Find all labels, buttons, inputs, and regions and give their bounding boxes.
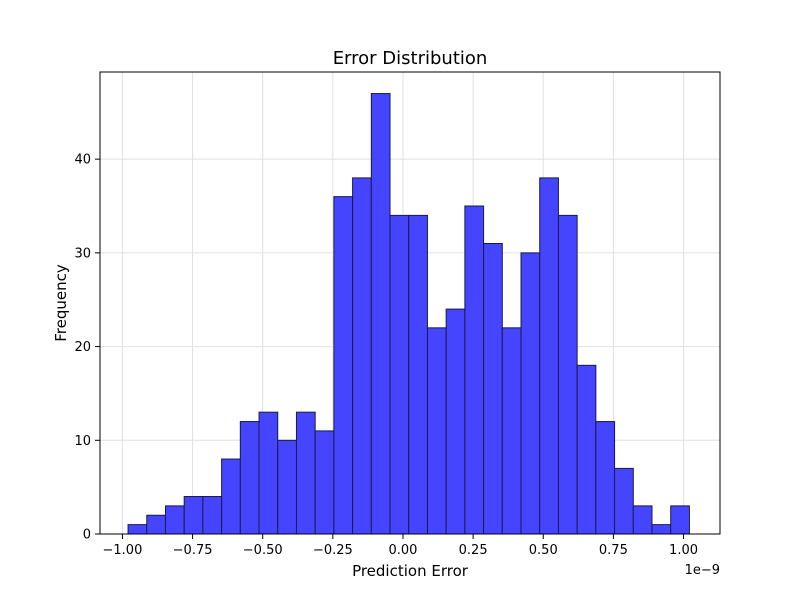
histogram-bar [389, 214, 410, 535]
histogram-bar [557, 214, 578, 535]
histogram-bar [127, 524, 148, 535]
histogram-bar [670, 505, 690, 535]
histogram-bar [576, 364, 597, 535]
x-tick-label: 1.00 [669, 543, 698, 558]
x-tick-label: 0.25 [459, 543, 488, 558]
histogram-bar [632, 505, 653, 535]
histogram-bar [221, 458, 241, 535]
histogram-bar [146, 514, 166, 535]
x-tick-label: 0.50 [529, 543, 558, 558]
histogram-bar [595, 421, 616, 535]
bars-layer [127, 93, 690, 535]
x-tick-label: 0.75 [599, 543, 628, 558]
histogram-bar [408, 214, 428, 535]
y-tick-label: 30 [74, 246, 91, 261]
y-axis: 0 10 20 30 40 [74, 153, 100, 543]
histogram-bar [483, 242, 503, 535]
histogram-bar [445, 308, 466, 535]
chart-title: Error Distribution [333, 48, 488, 69]
x-offset-label: 1e−9 [685, 563, 720, 578]
histogram-bar [539, 177, 559, 535]
histogram-bar [183, 496, 204, 535]
y-axis-title: Frequency [52, 264, 70, 342]
histogram-bar [314, 430, 335, 535]
x-tick-label: 0.00 [389, 543, 418, 558]
histogram-bar [501, 327, 522, 535]
histogram-bar [651, 524, 672, 535]
histogram-bar [426, 327, 447, 535]
x-tick-label: −0.75 [173, 543, 213, 558]
histogram-bar [239, 421, 260, 535]
histogram-bar [202, 496, 223, 535]
y-tick-label: 10 [74, 434, 91, 449]
y-tick-label: 20 [74, 340, 91, 355]
histogram-bar [258, 411, 279, 535]
histogram-bar [520, 252, 541, 535]
x-tick-label: −0.25 [313, 543, 353, 558]
histogram-bar [614, 467, 634, 535]
histogram-bar [333, 196, 354, 535]
histogram-bar [464, 205, 485, 535]
histogram-bar [164, 505, 185, 535]
x-tick-label: −1.00 [103, 543, 143, 558]
y-tick-label: 0 [83, 528, 91, 543]
plot-frame [99, 71, 721, 535]
histogram-bar [352, 177, 372, 535]
histogram-bar [277, 439, 297, 535]
x-tick-label: −0.50 [243, 543, 283, 558]
x-axis: −1.00 −0.75 −0.50 −0.25 0.00 0.25 0.50 0.75 1.00 [103, 534, 698, 558]
histogram-bar [295, 411, 316, 535]
x-axis-title: Prediction Error [352, 562, 469, 580]
histogram-bar [370, 93, 391, 535]
y-tick-label: 40 [74, 153, 91, 168]
